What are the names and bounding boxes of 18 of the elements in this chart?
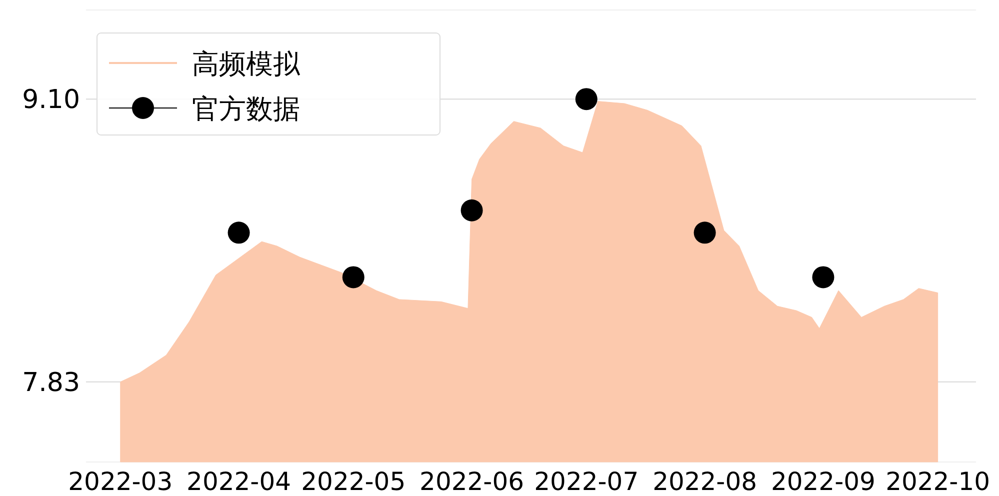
y-tick-label: 9.10 — [22, 85, 80, 116]
x-tick-label: 2022-05 — [301, 467, 406, 496]
point — [575, 88, 598, 110]
point — [812, 266, 834, 288]
x-tick-label: 2022-07 — [534, 467, 639, 496]
y-tick-label: 7.83 — [22, 368, 80, 398]
legend-label: 官方数据 — [192, 94, 300, 125]
point — [460, 199, 483, 222]
legend-label: 高频模拟 — [192, 49, 301, 80]
x-tick-label: 2022-10 — [886, 467, 990, 496]
point — [228, 222, 250, 244]
x-tick-label: 2022-09 — [770, 467, 876, 496]
point — [694, 222, 716, 244]
x-tick-label: 2022-06 — [420, 467, 524, 496]
point — [342, 266, 364, 288]
x-tick-label: 2022-03 — [68, 467, 173, 496]
x-tick-label: 2022-08 — [652, 467, 758, 496]
x-tick-label: 2022-04 — [186, 467, 292, 496]
